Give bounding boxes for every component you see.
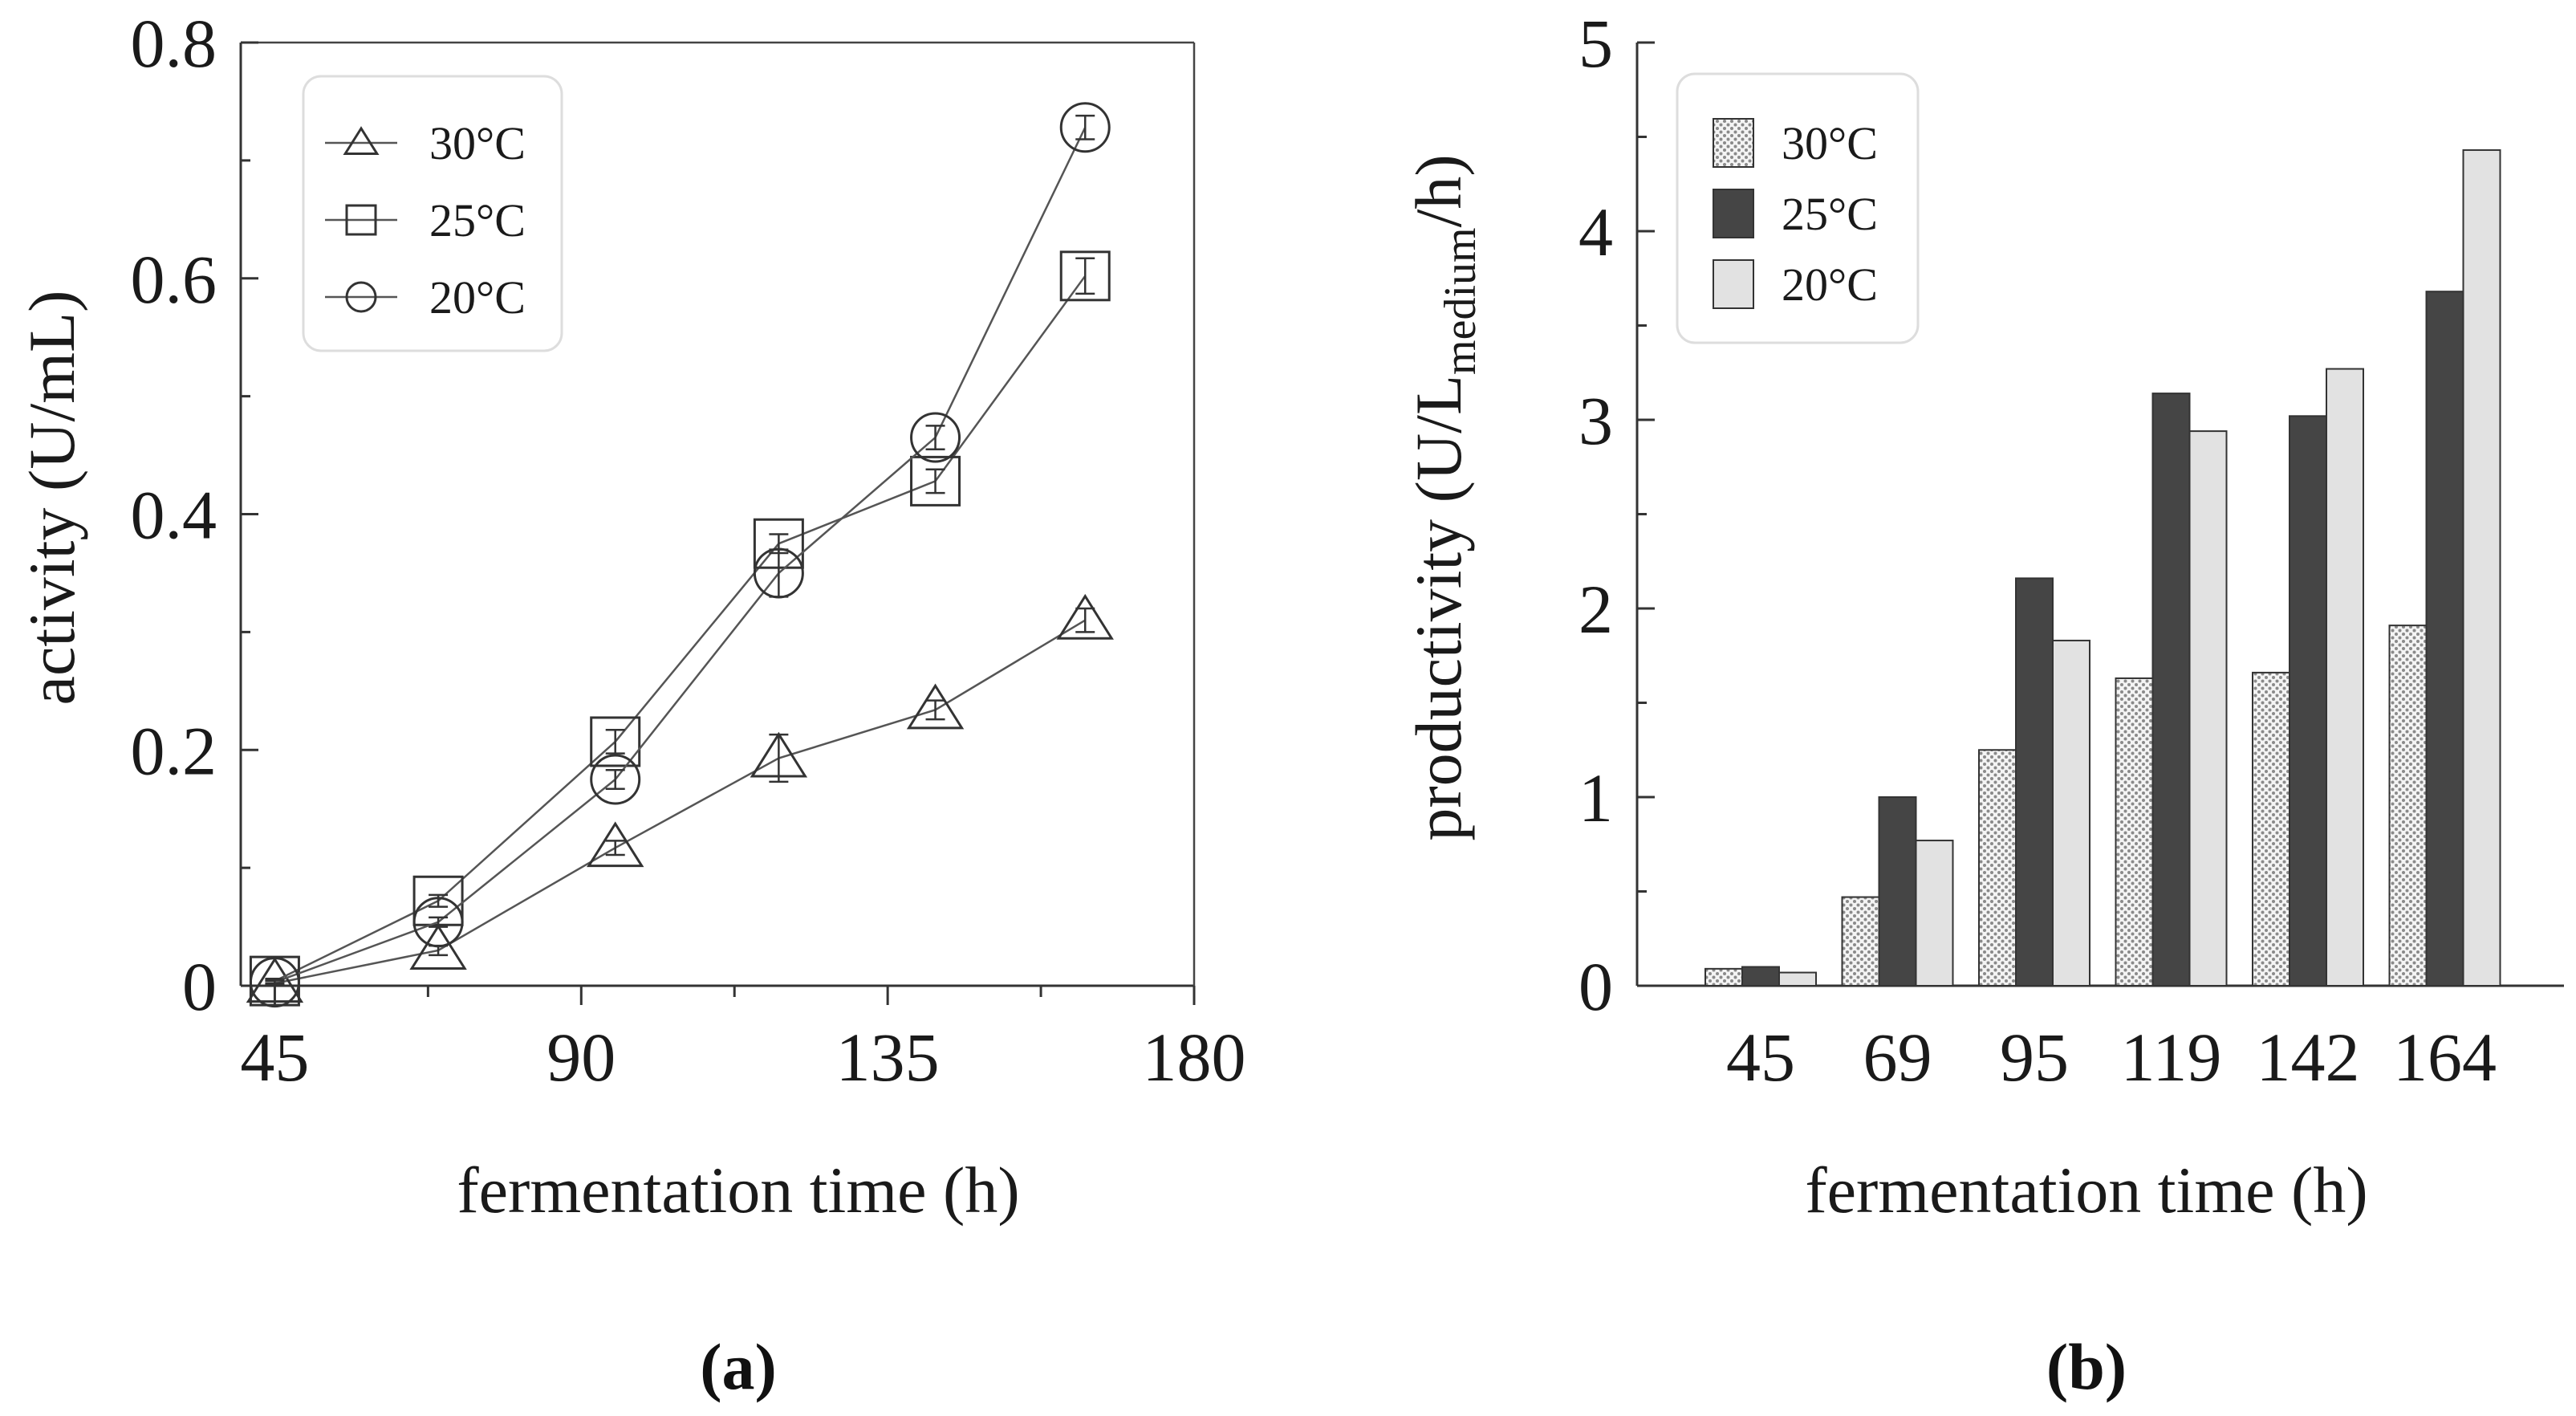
- chart-b-bar: [1915, 840, 1954, 987]
- chart-a-data-point: [246, 957, 304, 1003]
- chart-b-y-axis-label-main: productivity (U/L: [1402, 375, 1475, 841]
- chart-a-y-tick-label: 0.2: [131, 712, 217, 789]
- chart-b-y-tick-label: 2: [1579, 571, 1613, 648]
- chart-b-legend-swatch: [1713, 259, 1754, 309]
- chart-b-bar: [2151, 393, 2191, 987]
- chart-a-legend-box: [302, 75, 563, 352]
- chart-a-y-axis-label: activity (U/mL): [15, 291, 88, 706]
- chart-b-bar: [2462, 149, 2501, 987]
- chart-b-x-tick-label: 142: [2257, 1019, 2360, 1096]
- chart-b-bar: [2289, 415, 2327, 987]
- chart-b-legend-swatch: [1713, 118, 1754, 168]
- chart-a-data-point: [409, 924, 467, 970]
- chart-a-data-point: [910, 412, 961, 463]
- chart-a-data-point: [412, 897, 464, 948]
- chart-b-bar: [1741, 966, 1780, 987]
- chart-b-x-tick-label: 119: [2121, 1019, 2222, 1096]
- chart-a-y-tick-label: 0: [182, 948, 217, 1025]
- chart-b-x-tick-label: 45: [1726, 1019, 1795, 1096]
- chart-b-bar: [2115, 677, 2154, 987]
- chart-a-legend-marker: [343, 126, 380, 155]
- chart-a-series-line: [274, 127, 1087, 983]
- chart-b-bar: [2052, 639, 2090, 987]
- chart-b-bar: [2015, 577, 2054, 987]
- chart-a-series-2: [249, 102, 1111, 1008]
- chart-b-x-tick-label: 164: [2393, 1019, 2497, 1096]
- chart-a-legend-label: 20°C: [429, 271, 526, 323]
- chart-a-series-0: [246, 593, 1114, 1003]
- chart-a-y-tick-label: 0.8: [131, 5, 217, 82]
- chart-a-x-tick-label: 180: [1143, 1019, 1246, 1096]
- chart-b-legend-label: 25°C: [1782, 188, 1878, 240]
- chart-b-y-tick-label: 4: [1579, 193, 1613, 271]
- chart-a-data-point: [590, 754, 641, 805]
- chart-a-legend-marker: [345, 281, 377, 313]
- chart-b-legend-label: 30°C: [1782, 117, 1878, 169]
- chart-a-data-point: [1056, 593, 1114, 640]
- chart-a-legend-marker: [345, 204, 377, 236]
- chart-a-data-point: [906, 683, 965, 730]
- chart-b-bar: [2252, 671, 2290, 987]
- chart-a-x-tick-label: 45: [240, 1019, 309, 1096]
- chart-b-bar: [2326, 368, 2364, 987]
- chart-b-y-tick-label: 5: [1579, 5, 1613, 82]
- chart-a-data-point: [753, 547, 804, 599]
- chart-a-data-point: [1059, 250, 1111, 302]
- chart-a-series-1: [249, 250, 1111, 1007]
- chart-a-y-tick-label: 0.4: [131, 477, 217, 554]
- chart-a-data-point: [1059, 102, 1111, 153]
- chart-b-x-tick-label: 69: [1863, 1019, 1932, 1096]
- chart-b-legend-swatch: [1713, 189, 1754, 238]
- chart-a-data-point: [750, 731, 808, 778]
- chart-b-bar: [1778, 971, 1817, 987]
- chart-a-y-tick-label: 0.6: [131, 241, 217, 318]
- chart-a-data-point: [910, 455, 961, 507]
- chart-b-y-axis-label: productivity (U/Lmedium/h): [1402, 154, 1485, 840]
- chart-a-series-line: [274, 619, 1086, 985]
- chart-a-legend-label: 25°C: [429, 194, 526, 246]
- chart-a-x-tick-label: 90: [546, 1019, 616, 1096]
- chart-b-bar: [2425, 291, 2464, 987]
- chart-b-legend-label: 20°C: [1782, 258, 1878, 311]
- chart-a-legend-label: 30°C: [429, 117, 526, 169]
- chart-b-x-axis-label: fermentation time (h): [1805, 1154, 2367, 1227]
- chart-a-series-line: [274, 275, 1087, 983]
- chart-a-x-tick-label: 135: [836, 1019, 940, 1096]
- chart-a-data-point: [590, 716, 641, 767]
- chart-a-x-axis-label: fermentation time (h): [457, 1154, 1019, 1227]
- chart-b-panel-label: (b): [2046, 1330, 2127, 1403]
- chart-b-y-tick-label: 3: [1579, 382, 1613, 459]
- chart-a-data-point: [586, 821, 644, 868]
- chart-a-panel-label: (a): [700, 1330, 777, 1403]
- chart-b-y-tick-label: 1: [1579, 759, 1613, 836]
- chart-b-bar: [1841, 896, 1880, 987]
- activity-line-chart: 0 0.2 0.4 0.6 0.8 45 90 135 180 30°C 25°C 20°C fer…: [15, 5, 1246, 1403]
- chart-b-bar: [1878, 796, 1917, 987]
- chart-a-data-point: [249, 957, 300, 1008]
- chart-b-x-tick-label: 95: [2000, 1019, 2069, 1096]
- chart-b-y-axis-label-end: /h): [1402, 154, 1475, 227]
- chart-b-y-tick-label: 0: [1579, 948, 1613, 1025]
- chart-b-y-axis-label-sub: medium: [1436, 227, 1485, 375]
- chart-b-bar: [1704, 967, 1743, 987]
- chart-b-bar: [2388, 625, 2428, 987]
- chart-b-bar: [2188, 430, 2228, 987]
- chart-b-bar: [1978, 749, 2017, 987]
